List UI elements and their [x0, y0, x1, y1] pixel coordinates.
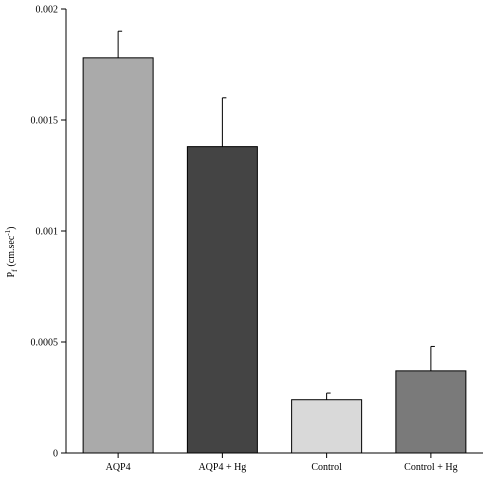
y-tick-label: 0.001	[36, 227, 59, 238]
y-axis-label-unit-close: )	[6, 227, 17, 230]
y-tick-label: 0.002	[36, 5, 59, 16]
bar	[291, 399, 363, 454]
x-tick-label: AQP4	[106, 462, 131, 473]
x-tick-label: AQP4 + Hg	[198, 462, 246, 473]
plot-area: 0 0.0005 0.001 0.0015 0.002 AQP4 AQP4 + Hg Cont…	[31, 5, 483, 473]
x-tick-label: Control + Hg	[404, 462, 457, 473]
y-axis-label-unit-superscript: -1	[4, 229, 12, 235]
x-tick-label: Control	[311, 462, 342, 473]
y-axis-label-symbol: P	[6, 271, 17, 277]
y-tick-label: 0	[53, 449, 58, 460]
y-axis-label-unit: (cm.sec	[6, 235, 17, 266]
y-axis-label: Pf (cm.sec-1)	[4, 227, 19, 278]
bar	[395, 370, 467, 454]
y-tick-label: 0.0005	[31, 338, 59, 349]
y-tick-label: 0.0015	[31, 116, 59, 127]
bar	[186, 146, 258, 454]
y-axis-label-subscript: f	[11, 269, 19, 272]
bar	[82, 57, 154, 454]
